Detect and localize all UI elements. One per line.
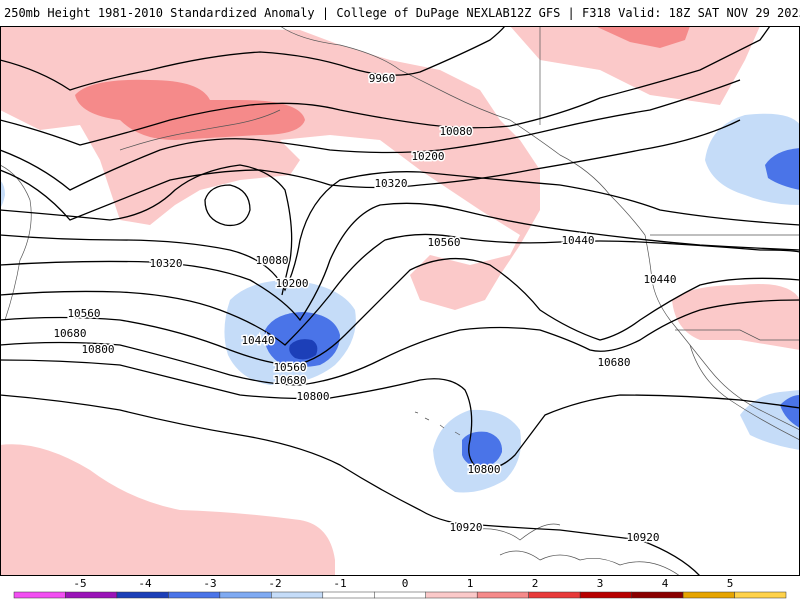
colorbar-segment bbox=[271, 591, 324, 599]
coastline-hawaii bbox=[414, 411, 461, 436]
colorbar-tick-label: 0 bbox=[402, 577, 409, 590]
colorbar-segment bbox=[579, 591, 632, 599]
contour-10080-low bbox=[204, 184, 251, 227]
colorbar-tick-labels: -5 -4 -3 -2 -1 0 1 2 3 4 5 bbox=[73, 577, 733, 590]
colorbar-segment bbox=[476, 591, 529, 599]
colorbar-segment bbox=[116, 591, 169, 599]
colorbar-segment bbox=[528, 591, 581, 599]
anomaly-colorbar: -5 -4 -3 -2 -1 0 1 2 3 4 5 bbox=[13, 577, 787, 599]
coastline-west-us bbox=[644, 234, 800, 431]
contour-label: 10080 bbox=[439, 125, 472, 138]
contour-label: 10920 bbox=[626, 531, 659, 544]
anomaly-area-neg9 bbox=[780, 395, 800, 428]
colorbar-segment bbox=[13, 591, 66, 599]
colorbar-segment bbox=[65, 591, 118, 599]
colorbar-segment bbox=[219, 591, 272, 599]
coastline-mexico bbox=[689, 344, 800, 441]
coastline-siberia bbox=[0, 164, 32, 321]
map-header: 250mb Height 1981-2010 Standardized Anom… bbox=[0, 0, 800, 26]
contour-label: 10800 bbox=[467, 463, 500, 476]
contour-10080-trough bbox=[0, 164, 293, 296]
contour-10440 bbox=[0, 233, 800, 346]
contour-10800 bbox=[0, 359, 800, 471]
anomaly-area-pos6 bbox=[0, 444, 335, 576]
colorbar-tick-label: 4 bbox=[662, 577, 669, 590]
colorbar-segments bbox=[13, 591, 787, 599]
anomaly-area-neg5 bbox=[462, 431, 503, 468]
height-contours bbox=[0, 26, 800, 576]
contour-10080-north bbox=[0, 26, 771, 146]
colorbar-tick-label: 5 bbox=[727, 577, 734, 590]
colorbar-segment bbox=[631, 591, 684, 599]
contour-label: 10800 bbox=[296, 390, 329, 403]
anomaly-area-neg7 bbox=[765, 148, 800, 190]
contour-label: 10200 bbox=[411, 150, 444, 163]
contour-label: 10560 bbox=[427, 236, 460, 249]
coastline-aleutians bbox=[119, 109, 281, 151]
colorbar-segment bbox=[322, 591, 375, 599]
contour-label: 10440 bbox=[241, 334, 274, 347]
anomaly-area-pos4 bbox=[595, 26, 690, 48]
contour-10320 bbox=[0, 202, 800, 322]
colorbar-tick-label: -3 bbox=[203, 577, 216, 590]
contour-label: 10560 bbox=[67, 307, 100, 320]
coastline-alaska bbox=[279, 26, 646, 236]
contour-10680 bbox=[0, 299, 800, 386]
contour-label: 10920 bbox=[449, 521, 482, 534]
contour-10920 bbox=[0, 394, 701, 576]
positive-anomaly-shading bbox=[0, 26, 800, 576]
anomaly-area-neg3 bbox=[289, 339, 318, 360]
contour-label: 10560 bbox=[643, 273, 676, 286]
contour-label: 9960 bbox=[369, 72, 396, 85]
anomaly-area-pos1 bbox=[0, 26, 760, 105]
border-us-mexico bbox=[675, 329, 800, 341]
contour-labels: 9960 10080 10200 10320 10440 10080 10200… bbox=[52, 71, 678, 546]
colorbar-tick-label: -1 bbox=[333, 577, 346, 590]
colorbar-segment bbox=[374, 591, 426, 599]
contour-9960 bbox=[0, 26, 506, 91]
coastline-islands-south bbox=[469, 523, 681, 576]
contour-label: 10080 bbox=[255, 254, 288, 267]
contour-label: 10320 bbox=[149, 257, 182, 270]
weather-map: 9960 10080 10200 10320 10440 10080 10200… bbox=[0, 26, 800, 576]
contour-label: 10440 bbox=[643, 273, 676, 286]
colorbar-tick-label: 2 bbox=[532, 577, 539, 590]
colorbar-tick-label: -5 bbox=[73, 577, 86, 590]
colorbar-segment bbox=[425, 591, 478, 599]
contour-label: 10320 bbox=[374, 177, 407, 190]
map-title: 250mb Height 1981-2010 Standardized Anom… bbox=[4, 6, 510, 20]
anomaly-area-neg10 bbox=[0, 180, 5, 208]
anomaly-area-pos3 bbox=[75, 79, 305, 140]
contour-10200 bbox=[0, 171, 800, 292]
colorbar-tick-label: 3 bbox=[597, 577, 604, 590]
model-run-info: 12Z GFS | F318 Valid: 18Z SAT NOV 29 202… bbox=[509, 6, 800, 20]
contour-10200-north bbox=[0, 79, 741, 191]
colorbar-segment bbox=[682, 591, 735, 599]
colorbar-tick-label: -4 bbox=[138, 577, 152, 590]
contour-label: 10800 bbox=[81, 343, 114, 356]
contour-10320-north bbox=[0, 119, 741, 221]
contour-label: 10680 bbox=[273, 374, 306, 387]
contour-label: 10560 bbox=[273, 361, 306, 374]
contour-label: 10680 bbox=[597, 356, 630, 369]
colorbar-tick-label: 1 bbox=[467, 577, 474, 590]
colorbar-segment bbox=[734, 591, 787, 599]
contour-label: 10200 bbox=[275, 277, 308, 290]
contour-label: 10680 bbox=[53, 327, 86, 340]
contour-10560 bbox=[0, 257, 800, 366]
colorbar-segment bbox=[168, 591, 221, 599]
contour-label: 10440 bbox=[561, 234, 594, 247]
coastlines bbox=[0, 26, 800, 576]
colorbar-tick-label: -2 bbox=[268, 577, 281, 590]
